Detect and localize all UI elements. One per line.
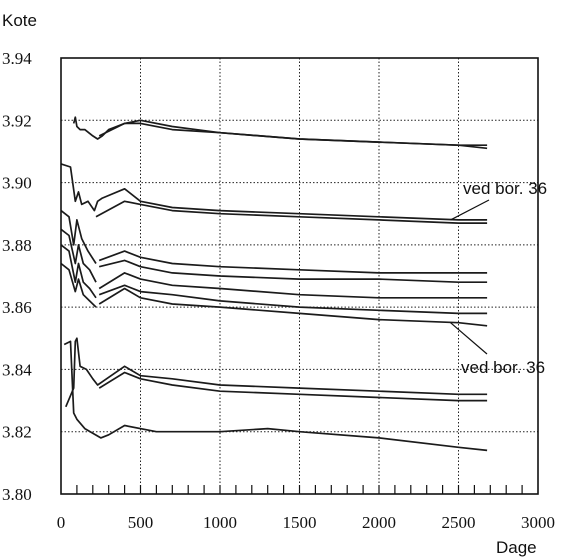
y-axis-label: Kote xyxy=(2,11,37,30)
y-tick-labels: 3.80 3.82 3.84 3.86 3.88 3.90 3.92 3.94 xyxy=(2,49,32,504)
annotation-leader xyxy=(450,199,490,221)
x-tick-label: 2000 xyxy=(362,513,396,532)
series-line-12 xyxy=(60,262,97,308)
y-tick-label: 3.84 xyxy=(2,360,32,379)
y-tick-label: 3.94 xyxy=(2,49,32,68)
y-tick-label: 3.90 xyxy=(2,174,32,193)
x-tick-label: 0 xyxy=(57,513,66,532)
series-line-2 xyxy=(98,122,488,150)
x-axis-label: Dage xyxy=(496,538,537,557)
series-line-6 xyxy=(98,250,488,274)
series-line-9 xyxy=(98,272,488,299)
series-line-11 xyxy=(98,284,488,315)
annotation-label: ved bor. 36 xyxy=(463,179,547,198)
series-line-1 xyxy=(72,116,488,147)
y-tick-label: 3.86 xyxy=(2,298,32,317)
annotation-label: ved bor. 36 xyxy=(461,358,545,377)
series-line-7 xyxy=(98,259,488,284)
series-line-3 xyxy=(60,163,488,221)
series-line-14 xyxy=(65,337,488,408)
x-tick-labels: 0 500 1000 1500 2000 2500 3000 xyxy=(57,513,555,532)
x-tick-label: 500 xyxy=(128,513,154,532)
x-tick-label: 3000 xyxy=(521,513,555,532)
x-tick-label: 1000 xyxy=(203,513,237,532)
x-tick-label: 1500 xyxy=(283,513,317,532)
y-tick-label: 3.92 xyxy=(2,111,32,130)
y-tick-label: 3.80 xyxy=(2,485,32,504)
series-line-16 xyxy=(63,340,488,452)
series-layer xyxy=(60,116,488,452)
series-line-4 xyxy=(95,200,488,224)
x-tick-label: 2500 xyxy=(442,513,476,532)
y-tick-label: 3.88 xyxy=(2,236,32,255)
minor-ticks xyxy=(76,485,523,494)
series-line-13 xyxy=(98,287,488,327)
series-line-15 xyxy=(98,371,488,402)
series-line-5 xyxy=(60,209,97,264)
annotation-leader xyxy=(450,322,488,355)
y-tick-label: 3.82 xyxy=(2,423,32,442)
series-line-10 xyxy=(60,244,97,299)
annotations: ved bor. 36 ved bor. 36 xyxy=(450,179,547,377)
series-line-8 xyxy=(60,228,97,283)
